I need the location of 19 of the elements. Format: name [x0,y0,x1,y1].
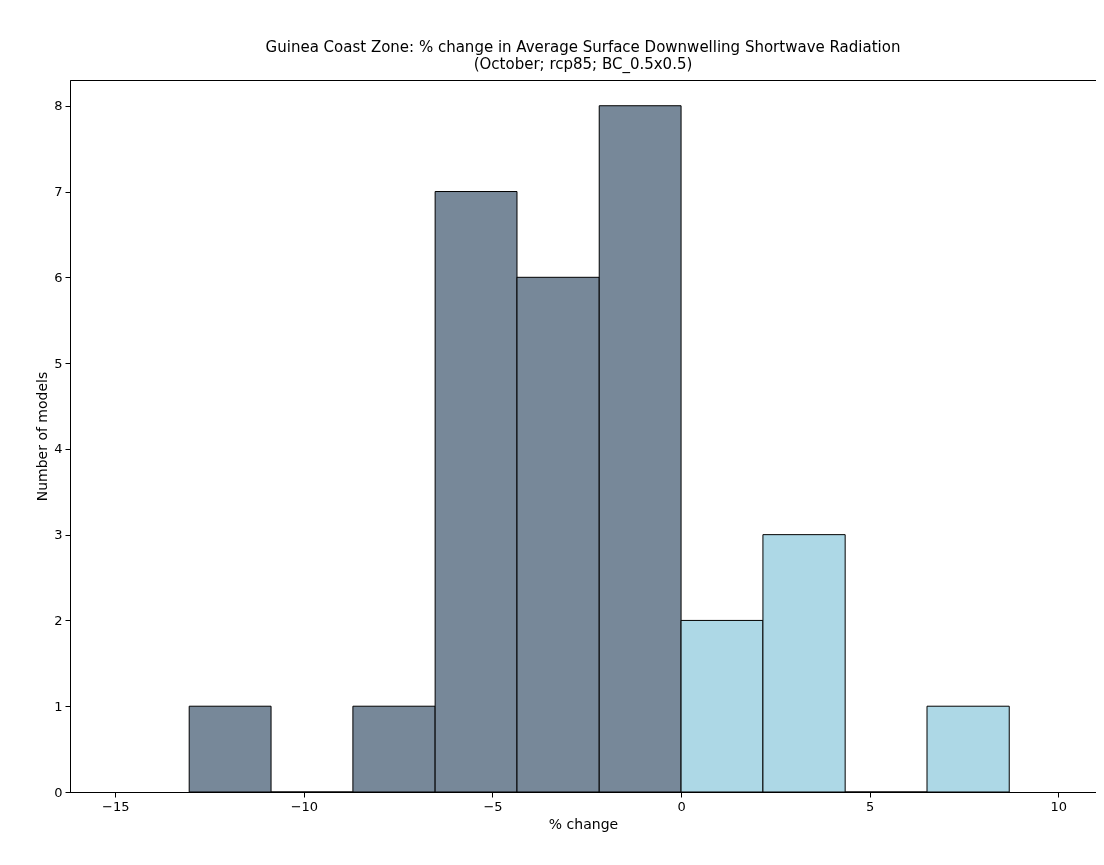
y-tick-label: 4 [54,441,63,457]
y-tick-label: 1 [54,698,63,714]
y-tick-label: 6 [54,269,63,285]
x-tick-label: 5 [866,798,875,814]
y-tick-label: 3 [54,527,63,543]
y-tick-label: 7 [54,184,63,200]
x-tick-label: −15 [102,798,130,814]
y-tick-label: 5 [54,355,63,371]
x-tick-label: −10 [290,798,319,814]
y-axis-title: Number of models [34,371,51,502]
x-tick-label: −5 [483,798,503,814]
chart-title: Guinea Coast Zone: % change in Average Surface Downwelling Shortwave Radiation [265,38,901,56]
y-tick-label: 8 [54,98,63,114]
x-tick-label: 10 [1050,798,1068,814]
x-axis-title: % change [548,815,619,832]
chart-subtitle: (October; rcp85; BC_0.5x0.5) [473,55,693,74]
x-tick-label: 0 [677,798,686,814]
y-tick-label: 2 [54,612,63,628]
y-tick-label: 0 [54,784,63,800]
